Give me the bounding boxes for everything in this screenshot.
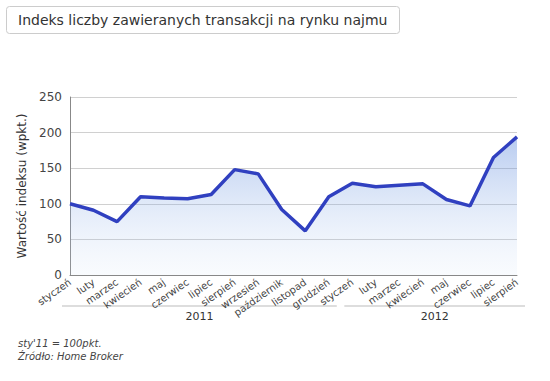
svg-text:50: 50 — [47, 232, 62, 246]
svg-text:Źródło: Home Broker: Źródło: Home Broker — [17, 350, 124, 362]
svg-text:luty: luty — [357, 276, 379, 297]
svg-text:marzec: marzec — [83, 276, 121, 307]
svg-text:luty: luty — [74, 276, 97, 297]
svg-text:Indeks liczby zawieranych tran: Indeks liczby zawieranych transakcji na … — [18, 12, 387, 28]
svg-text:listopad: listopad — [269, 276, 309, 309]
svg-text:grudzień: grudzień — [289, 276, 332, 311]
svg-text:czerwiec: czerwiec — [149, 276, 191, 310]
svg-text:styczeń: styczeń — [35, 276, 73, 307]
svg-text:2012: 2012 — [421, 310, 449, 323]
svg-text:sty'11 = 100pkt.: sty'11 = 100pkt. — [18, 338, 102, 349]
svg-text:maj: maj — [428, 276, 450, 297]
svg-text:sierpień: sierpień — [198, 276, 238, 309]
svg-text:marzec: marzec — [366, 276, 403, 307]
svg-text:200: 200 — [39, 126, 62, 140]
svg-text:250: 250 — [39, 90, 62, 104]
svg-text:kwiecień: kwiecień — [384, 276, 426, 310]
svg-text:100: 100 — [39, 197, 62, 211]
svg-text:lipiec: lipiec — [186, 276, 215, 301]
svg-text:0: 0 — [54, 268, 62, 282]
svg-text:czerwiec: czerwiec — [431, 276, 473, 310]
svg-text:2011: 2011 — [185, 310, 213, 323]
svg-text:wrzesień: wrzesień — [218, 276, 262, 311]
svg-text:sierpień: sierpień — [481, 276, 520, 308]
svg-text:maj: maj — [145, 276, 168, 297]
svg-text:kwiecień: kwiecień — [102, 276, 144, 310]
svg-text:styczeń: styczeń — [318, 276, 356, 307]
svg-text:150: 150 — [39, 161, 62, 175]
svg-text:październik: październik — [231, 276, 285, 319]
svg-text:Wartość indeksu (wpkt.): Wartość indeksu (wpkt.) — [15, 114, 29, 259]
svg-text:lipiec: lipiec — [468, 276, 497, 301]
